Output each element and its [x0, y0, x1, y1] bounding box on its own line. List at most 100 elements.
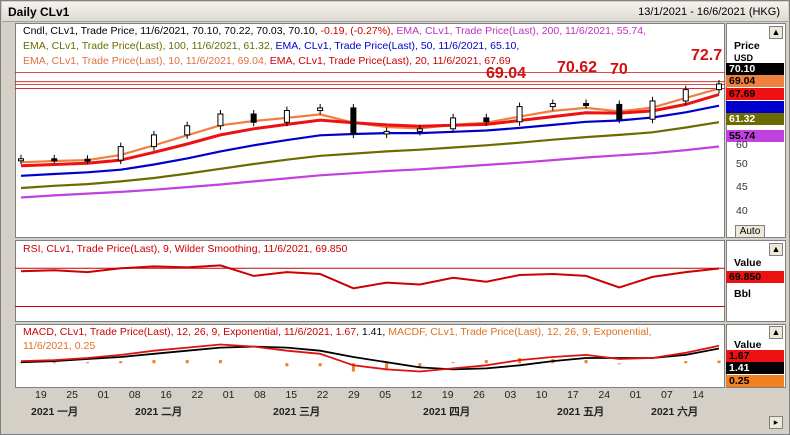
macd-chart[interactable]	[15, 324, 725, 388]
candle-body	[350, 107, 357, 135]
x-tick-label: 08	[128, 389, 141, 401]
x-tick-label: 17	[567, 389, 579, 401]
price-panel[interactable]	[15, 23, 725, 238]
tick-45: 45	[736, 181, 748, 193]
candle-body	[450, 117, 457, 130]
legend-ema200: EMA, CLv1, Trade Price(Last), 200, 11/6/…	[396, 25, 647, 37]
ema-line-ema-100	[20, 121, 720, 190]
x-axis[interactable]: 19 25 01 08 16 22 01 08 15 22 29 05 12 19 26 03 10 17 24 01…	[15, 389, 725, 419]
tag-ema50: 65.10	[726, 101, 784, 113]
tag-signal: 1.41	[726, 362, 784, 374]
tag-label: 1.67	[729, 350, 750, 362]
tag-ema200: 55.74	[726, 130, 784, 142]
legend-signal: 1.41,	[361, 326, 389, 338]
tag-last-price: 70.10	[726, 63, 784, 75]
tag-label: 0.25	[729, 375, 750, 387]
title-bar: Daily CLv1 13/1/2021 - 16/6/2021 (HKG)	[2, 2, 788, 22]
x-tick-label: 29	[348, 389, 360, 401]
candle-body	[84, 158, 91, 162]
candle-body	[18, 158, 24, 162]
legend-ema50: EMA, CLv1, Trade Price(Last), 50, 11/6/2…	[275, 40, 520, 52]
macd-legend-2: 11/6/2021, 0.25	[23, 340, 96, 352]
macd-axis-title: Value	[734, 339, 762, 351]
tag-label: 69.04	[729, 75, 756, 87]
rsi-legend: RSI, CLv1, Trade Price(Last), 9, Wilder …	[23, 243, 348, 255]
price-axis-title: Price	[734, 40, 760, 52]
rsi-panel[interactable]	[15, 240, 725, 322]
tick-50: 50	[736, 158, 748, 170]
x-tick-label: 01	[629, 389, 642, 401]
price-legend-3: EMA, CLv1, Trade Price(Last), 10, 11/6/2…	[23, 55, 511, 67]
candle-body	[649, 100, 656, 120]
tag-label: 1.41	[729, 362, 750, 374]
candle-body	[283, 110, 290, 123]
rsi-axis-title: Value	[734, 257, 762, 269]
x-tick-label: 26	[473, 389, 485, 401]
candle-body	[217, 113, 224, 127]
scroll-right-button[interactable]: ▸	[769, 416, 783, 429]
x-tick-label: 22	[316, 389, 329, 401]
tag-label: 55.74	[729, 130, 756, 142]
x-tick-label: 05	[379, 389, 391, 401]
macd-line	[20, 343, 720, 373]
price-chart[interactable]	[15, 23, 725, 238]
tick-40: 40	[736, 205, 748, 217]
legend-ema20: EMA, CLv1, Trade Price(Last), 20, 11/6/2…	[269, 55, 511, 67]
x-tick-label: 14	[692, 389, 704, 401]
candle-body	[483, 117, 490, 123]
annotation-high: 72.7	[691, 47, 723, 64]
candle-body	[317, 107, 324, 112]
window-title: Daily CLv1	[8, 5, 70, 19]
tag-rsi: 69.850	[726, 271, 784, 283]
ema-line-ema-50	[20, 104, 720, 177]
legend-macdf: MACDF, CLv1, Trade Price(Last), 12, 26, …	[388, 326, 652, 338]
annotation-mid: 70.62	[557, 59, 598, 76]
x-month-label: 2021 五月	[557, 406, 605, 418]
rsi-line	[20, 264, 720, 290]
legend-ema10: EMA, CLv1, Trade Price(Last), 10, 11/6/2…	[23, 55, 270, 67]
tag-label: 65.10	[729, 101, 756, 113]
x-tick-label: 08	[254, 389, 266, 401]
candle-body	[583, 103, 590, 107]
tag-label: 70.10	[729, 63, 756, 75]
x-month-label: 2021 一月	[31, 406, 79, 418]
rsi-sub-label: Bbl	[734, 288, 751, 300]
price-axis-unit: USD	[734, 53, 754, 63]
x-tick-label: 24	[598, 389, 611, 401]
legend-cndl: Cndl, CLv1, Trade Price, 11/6/2021, 70.1…	[23, 25, 321, 37]
legend-ema100: EMA, CLv1, Trade Price(Last), 100, 11/6/…	[23, 40, 276, 52]
price-legend-1: Cndl, CLv1, Trade Price, 11/6/2021, 70.1…	[23, 25, 646, 37]
price-collapse-button[interactable]: ▲	[769, 26, 783, 39]
tag-label: 61.32	[729, 113, 756, 125]
candle-body	[516, 106, 523, 123]
candle-body	[250, 113, 257, 123]
ema-line-ema-20	[20, 93, 720, 168]
candle-body	[117, 146, 124, 161]
legend-macd: MACD, CLv1, Trade Price(Last), 12, 26, 9…	[23, 326, 362, 338]
x-tick-label: 22	[191, 389, 204, 401]
macd-collapse-button[interactable]: ▲	[769, 326, 783, 339]
candle-body	[150, 134, 157, 148]
candle-body	[549, 103, 556, 108]
x-tick-label: 12	[410, 389, 423, 401]
candle-body	[51, 158, 58, 162]
tag-label: 69.850	[729, 271, 762, 283]
candle-body	[383, 130, 390, 135]
price-auto-button[interactable]: Auto	[735, 225, 765, 238]
price-legend-2: EMA, CLv1, Trade Price(Last), 100, 11/6/…	[23, 40, 519, 52]
candle-body	[716, 83, 722, 91]
tag-macd: 1.67	[726, 350, 784, 362]
x-tick-label: 19	[441, 389, 454, 401]
x-tick-label: 16	[160, 389, 172, 401]
x-month-label: 2021 四月	[423, 406, 471, 418]
rsi-chart[interactable]	[15, 240, 725, 322]
tag-ema20: 67.69	[726, 88, 784, 100]
x-tick-label: 01	[222, 389, 235, 401]
x-tick-label: 19	[35, 389, 47, 401]
x-month-label: 2021 六月	[651, 406, 699, 418]
x-tick-label: 01	[97, 389, 110, 401]
rsi-collapse-button[interactable]: ▲	[769, 243, 783, 256]
tag-label: 67.69	[729, 88, 756, 100]
x-tick-label: 03	[504, 389, 517, 401]
